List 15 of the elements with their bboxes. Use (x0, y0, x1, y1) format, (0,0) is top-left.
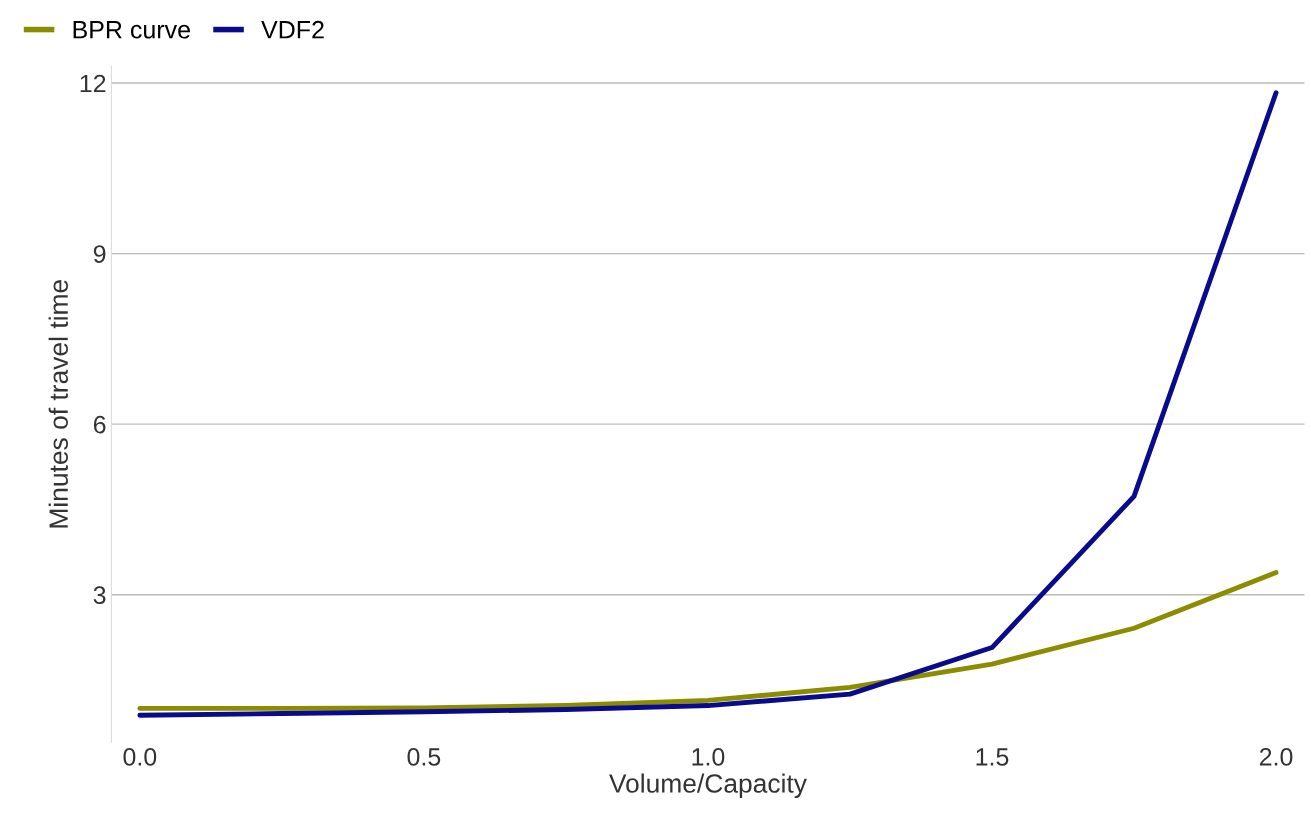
y-tick-label: 9 (93, 245, 106, 263)
y-axis-title: Minutes of travel time (48, 280, 68, 528)
legend-label: VDF2 (261, 20, 324, 39)
y-tick-label: 12 (80, 74, 106, 93)
x-axis-title: Volume/Capacity (609, 773, 807, 799)
y-tick-label: 3 (93, 586, 106, 604)
x-tick-label: 1.5 (976, 748, 1009, 766)
x-tick-label: 1.0 (692, 748, 725, 766)
line-series (137, 90, 1279, 718)
legend-label: BPR curve (73, 21, 190, 39)
x-tick-label: 0.0 (123, 748, 157, 766)
x-tick-label: 2.0 (1259, 748, 1293, 766)
x-tick-label: 0.5 (407, 748, 441, 766)
y-tick-label: 6 (93, 415, 106, 434)
line-series (137, 570, 1279, 711)
